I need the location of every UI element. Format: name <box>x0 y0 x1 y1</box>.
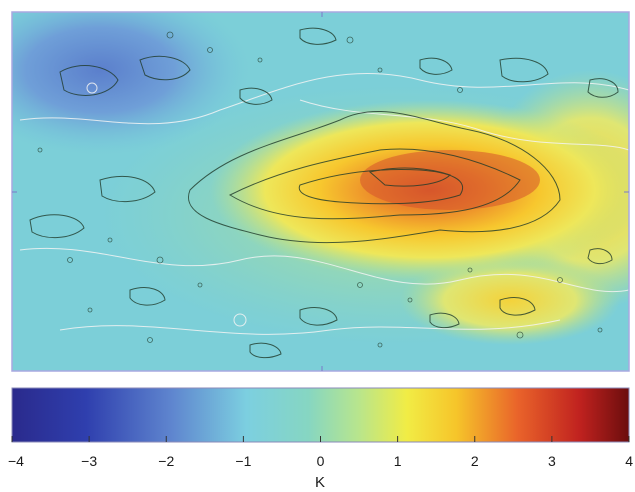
contour-speckles <box>37 31 603 348</box>
colorbar-tick-labels: −4 −3 −2 −1 0 1 2 3 4 <box>8 453 633 469</box>
colorbar-tick-label: −4 <box>8 453 24 469</box>
colorbar-ticks <box>11 436 630 442</box>
colorbar-tick-label: 2 <box>471 453 479 469</box>
colorbar: −4 −3 −2 −1 0 1 2 3 4 K <box>8 387 633 491</box>
colorbar-unit-label: K <box>315 474 325 491</box>
anomaly-map <box>12 12 629 371</box>
colorbar-tick-label: 4 <box>625 453 633 469</box>
colorbar-tick-label: 3 <box>548 453 556 469</box>
colorbar-tick-label: −3 <box>81 453 97 469</box>
colorbar-tick-label: −1 <box>235 453 251 469</box>
colorbar-tick-label: 0 <box>317 453 325 469</box>
hot-core-inner <box>360 150 540 210</box>
white-isolines <box>19 73 629 335</box>
colorbar-tick-label: 1 <box>394 453 402 469</box>
colorbar-bar <box>11 387 630 443</box>
black-contours <box>29 27 619 359</box>
colorbar-tick-label: −2 <box>158 453 174 469</box>
